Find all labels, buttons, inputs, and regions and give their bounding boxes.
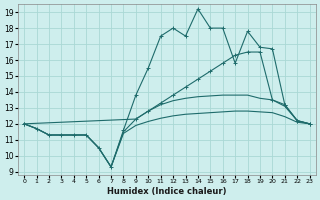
X-axis label: Humidex (Indice chaleur): Humidex (Indice chaleur) <box>107 187 227 196</box>
